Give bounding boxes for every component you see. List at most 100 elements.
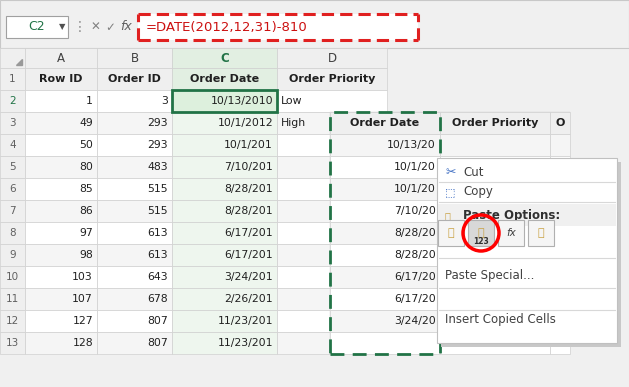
Bar xyxy=(550,112,570,134)
Text: ✕: ✕ xyxy=(90,21,100,34)
Bar xyxy=(330,266,440,288)
Text: 10/13/20: 10/13/20 xyxy=(387,140,436,150)
Bar xyxy=(25,134,97,156)
Text: 📋: 📋 xyxy=(538,228,544,238)
Bar xyxy=(0,112,25,134)
Bar xyxy=(25,244,97,266)
Bar xyxy=(0,288,25,310)
Text: 515: 515 xyxy=(147,184,168,194)
Bar xyxy=(550,222,570,244)
Bar xyxy=(25,112,97,134)
Text: 8/28/201: 8/28/201 xyxy=(225,184,273,194)
Text: 85: 85 xyxy=(79,184,93,194)
Bar xyxy=(97,68,172,90)
Bar xyxy=(97,48,172,68)
Text: 515: 515 xyxy=(147,206,168,216)
Text: fx: fx xyxy=(120,21,132,34)
Polygon shape xyxy=(16,59,22,65)
Text: 6/17/201: 6/17/201 xyxy=(225,228,273,238)
Text: =DATE(2012,12,31)-810: =DATE(2012,12,31)-810 xyxy=(146,21,308,34)
Text: 2/26/201: 2/26/201 xyxy=(225,294,273,304)
Bar xyxy=(277,200,387,222)
Bar xyxy=(550,310,570,332)
Bar xyxy=(277,222,387,244)
Text: 7/10/20: 7/10/20 xyxy=(394,206,436,216)
Bar xyxy=(172,244,277,266)
Bar xyxy=(277,310,387,332)
Text: O: O xyxy=(555,118,565,128)
Bar xyxy=(277,90,387,112)
Text: 643: 643 xyxy=(147,272,168,282)
Bar xyxy=(172,222,277,244)
Text: D: D xyxy=(328,51,337,65)
Bar xyxy=(277,244,387,266)
Bar xyxy=(25,48,97,68)
Bar xyxy=(277,134,387,156)
Bar xyxy=(172,310,277,332)
Bar xyxy=(330,112,440,134)
Bar xyxy=(440,200,550,222)
Text: 4: 4 xyxy=(9,140,16,150)
Bar xyxy=(440,266,550,288)
Bar xyxy=(25,310,97,332)
Bar xyxy=(441,162,621,347)
Bar xyxy=(172,48,277,68)
Text: 6/17/20: 6/17/20 xyxy=(394,294,436,304)
Text: Order Date: Order Date xyxy=(190,74,259,84)
Text: 11/23/201: 11/23/201 xyxy=(218,316,273,326)
Text: Order ID: Order ID xyxy=(108,74,161,84)
Bar xyxy=(97,244,172,266)
Bar xyxy=(172,266,277,288)
Bar xyxy=(277,68,387,90)
Bar xyxy=(25,90,97,112)
Bar xyxy=(0,68,25,90)
Bar xyxy=(550,134,570,156)
Text: 293: 293 xyxy=(147,118,168,128)
Text: fx: fx xyxy=(506,228,516,238)
Text: 📋: 📋 xyxy=(477,228,484,238)
Bar xyxy=(97,266,172,288)
Text: 103: 103 xyxy=(72,272,93,282)
Text: Paste Special...: Paste Special... xyxy=(445,269,535,283)
Text: 678: 678 xyxy=(147,294,168,304)
Bar xyxy=(97,90,172,112)
Text: 8/28/20: 8/28/20 xyxy=(394,250,436,260)
Bar xyxy=(0,200,25,222)
Text: 8/28/201: 8/28/201 xyxy=(225,206,273,216)
Text: 10/1/20: 10/1/20 xyxy=(394,162,436,172)
Bar xyxy=(550,156,570,178)
Bar xyxy=(330,112,440,354)
Text: 11/23/201: 11/23/201 xyxy=(218,338,273,348)
Text: 807: 807 xyxy=(147,316,168,326)
Bar xyxy=(97,134,172,156)
Text: Row ID: Row ID xyxy=(39,74,83,84)
Bar xyxy=(0,156,25,178)
Text: ✂: ✂ xyxy=(445,166,455,178)
Text: Low: Low xyxy=(281,96,303,106)
Text: 6/17/20: 6/17/20 xyxy=(394,272,436,282)
Text: 6/17/201: 6/17/201 xyxy=(225,250,273,260)
Text: 1: 1 xyxy=(9,74,16,84)
Bar xyxy=(277,112,387,134)
Bar xyxy=(0,134,25,156)
Bar xyxy=(172,332,277,354)
Bar xyxy=(528,220,554,246)
Text: 50: 50 xyxy=(79,140,93,150)
Text: 11: 11 xyxy=(6,294,19,304)
Bar xyxy=(277,156,387,178)
Text: 3/24/20: 3/24/20 xyxy=(394,316,436,326)
Text: C: C xyxy=(220,51,229,65)
Bar xyxy=(0,266,25,288)
Bar xyxy=(440,178,550,200)
Text: 107: 107 xyxy=(72,294,93,304)
Text: 86: 86 xyxy=(79,206,93,216)
Text: Paste Options:: Paste Options: xyxy=(463,209,560,223)
Bar xyxy=(330,178,440,200)
Text: 6: 6 xyxy=(9,184,16,194)
Bar xyxy=(550,266,570,288)
Bar xyxy=(25,222,97,244)
Bar xyxy=(97,332,172,354)
Bar xyxy=(330,310,440,332)
Text: ⋮: ⋮ xyxy=(73,20,87,34)
Bar xyxy=(277,178,387,200)
